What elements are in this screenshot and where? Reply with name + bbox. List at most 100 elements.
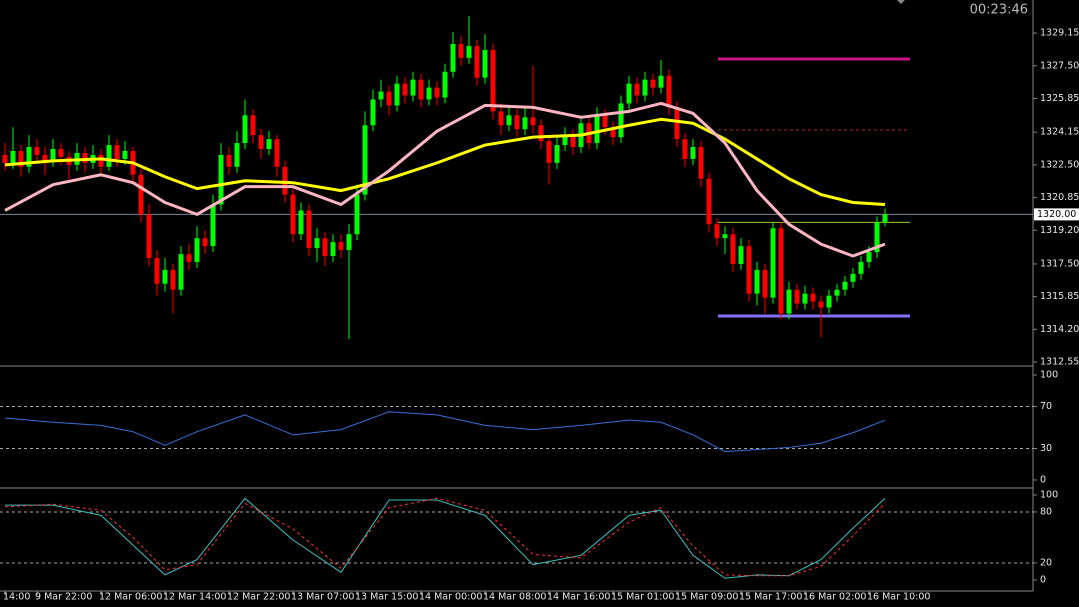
x-tick-label: 15 Mar 09:00	[675, 592, 738, 603]
scroll-marker	[897, 0, 905, 4]
y-tick-label: 0	[1040, 474, 1046, 485]
x-tick-label: 14 Mar 00:00	[419, 592, 482, 603]
candle-body	[874, 222, 880, 253]
x-tick-label: 15 Mar 17:00	[739, 592, 802, 603]
candle-body	[234, 143, 240, 167]
y-tick-label: 1329.15	[1040, 28, 1079, 39]
indicator-line	[5, 497, 886, 579]
candle-body	[170, 269, 176, 290]
y-tick-label: 70	[1040, 401, 1052, 412]
y-tick-label: 30	[1040, 443, 1052, 454]
candle-body	[482, 49, 488, 78]
candle-body	[802, 293, 808, 304]
timer: 00:23:46	[970, 3, 1028, 18]
candle-body	[354, 194, 360, 235]
candle-body	[690, 147, 696, 159]
price-label-box	[1034, 208, 1079, 221]
y-tick-label: 1317.50	[1040, 258, 1079, 269]
candle-body	[514, 115, 520, 130]
candle-body	[658, 75, 664, 88]
candle-body	[674, 107, 680, 140]
candle-body	[322, 238, 328, 257]
candle-body	[210, 204, 216, 247]
candle-body	[474, 45, 480, 78]
candle-body	[386, 91, 392, 106]
candle-body	[834, 289, 840, 296]
candle-body	[618, 103, 624, 138]
candle-body	[378, 91, 384, 100]
candle-body	[186, 254, 192, 262]
candle-body	[610, 127, 616, 138]
x-tick-label: 16 Mar 02:00	[803, 592, 866, 603]
candle-body	[266, 139, 272, 150]
candle-body	[490, 49, 496, 112]
candle-body	[282, 166, 288, 195]
x-tick-label: 14 Mar 16:00	[547, 592, 610, 603]
candle-body	[450, 43, 456, 72]
candle-body	[458, 43, 464, 58]
candle-body	[682, 139, 688, 159]
y-tick-label: 1312.55	[1040, 357, 1079, 368]
x-tick-label: 13 Mar 15:00	[355, 592, 418, 603]
candle-body	[426, 87, 432, 100]
candle-body	[778, 228, 784, 314]
candle-body	[298, 210, 304, 235]
candle-body	[594, 115, 600, 144]
candle-body	[26, 147, 32, 167]
candle-body	[602, 115, 608, 128]
candle-body	[722, 234, 728, 239]
candle-body	[850, 273, 856, 282]
x-tick-label: 12 Mar 06:00	[99, 592, 162, 603]
candle-body	[202, 238, 208, 247]
candle-body	[290, 194, 296, 235]
x-tick-label: 9 Mar 22:00	[35, 592, 92, 603]
candle-body	[258, 135, 264, 150]
y-tick-label: 80	[1040, 506, 1052, 517]
candle-body	[842, 281, 848, 290]
candle-body	[34, 147, 40, 155]
candle-body	[714, 224, 720, 239]
y-tick-label: 1314.20	[1040, 324, 1079, 335]
candle-body	[250, 115, 256, 136]
candle-body	[554, 145, 560, 163]
y-tick-label: 1327.50	[1040, 60, 1079, 71]
candle-body	[794, 289, 800, 304]
y-tick-label: 100	[1040, 489, 1058, 500]
candle-body	[754, 269, 760, 294]
candle-body	[42, 154, 48, 161]
candle-body	[226, 154, 232, 167]
candle-body	[866, 252, 872, 262]
candle-body	[346, 234, 352, 251]
y-tick-label: 0	[1040, 574, 1046, 585]
candle-body	[570, 135, 576, 148]
candle-body	[810, 293, 816, 302]
y-tick-label: 1315.85	[1040, 291, 1079, 302]
candle-body	[882, 214, 888, 223]
candle-body	[98, 154, 104, 167]
y-tick-label: 1324.15	[1040, 127, 1079, 138]
candle-body	[858, 261, 864, 274]
candle-body	[738, 246, 744, 264]
indicator-line	[4, 497, 886, 577]
candle-body	[506, 115, 512, 126]
candle-body	[162, 269, 168, 284]
candle-body	[698, 147, 704, 179]
candle-body	[242, 115, 248, 144]
x-tick-label: 14 Mar 08:00	[483, 592, 546, 603]
candle-body	[650, 79, 656, 88]
candle-body	[306, 210, 312, 249]
candle-body	[442, 71, 448, 98]
candle-body	[18, 150, 24, 167]
candle-body	[538, 125, 544, 142]
y-tick-label: 1322.50	[1040, 159, 1079, 170]
x-tick-label: 12 Mar 22:00	[227, 592, 290, 603]
candle-body	[434, 87, 440, 98]
candle-body	[418, 79, 424, 100]
y-tick-label: 1325.85	[1040, 93, 1079, 104]
candle-body	[826, 295, 832, 308]
candle-body	[82, 152, 88, 163]
candle-body	[146, 214, 152, 258]
candle-body	[770, 228, 776, 298]
